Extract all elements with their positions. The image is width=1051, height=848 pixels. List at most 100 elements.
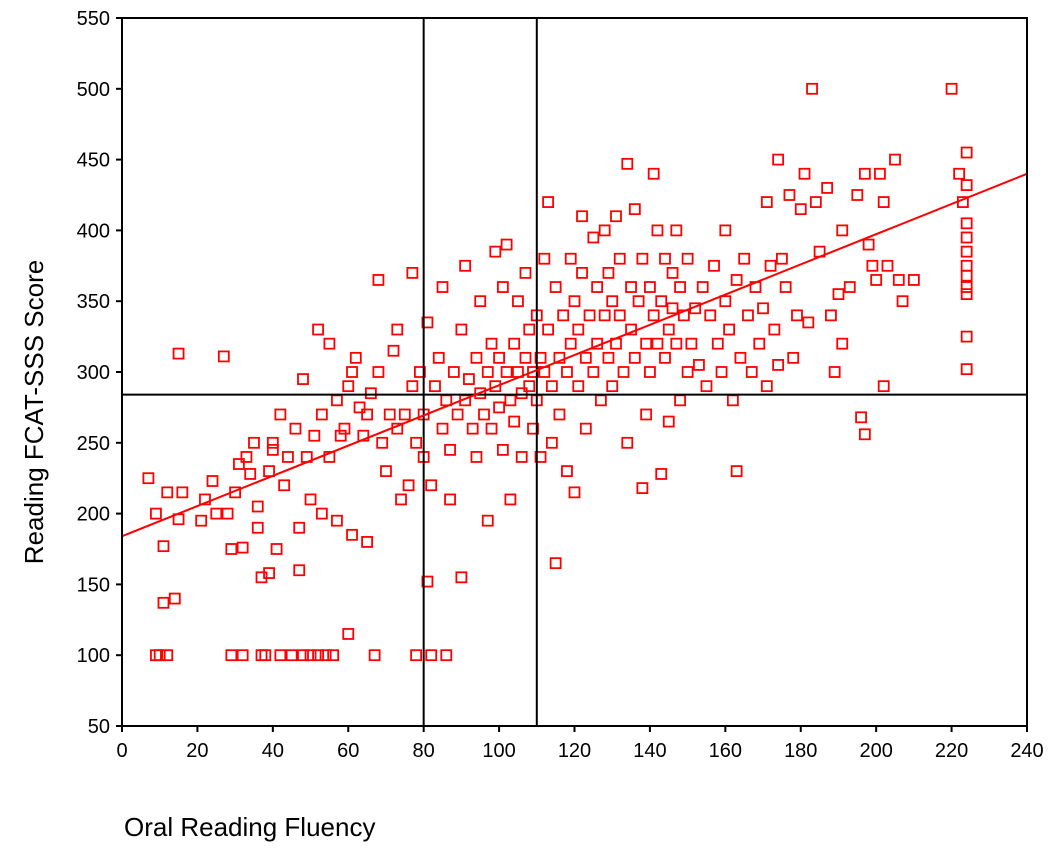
data-point [775, 252, 788, 265]
data-point [232, 458, 245, 470]
data-point [892, 274, 905, 286]
x-tick-label: 140 [633, 740, 666, 762]
y-tick-label: 500 [77, 79, 110, 101]
data-point [742, 309, 754, 322]
data-point [881, 259, 894, 272]
data-point [274, 649, 287, 662]
data-point [960, 330, 973, 343]
data-point [542, 323, 555, 336]
data-point [372, 366, 385, 378]
data-point [176, 486, 189, 499]
data-point [791, 309, 803, 322]
data-point [496, 443, 509, 456]
data-point [519, 266, 532, 279]
data-point [674, 394, 686, 407]
data-point [206, 475, 219, 487]
y-tick-label: 400 [77, 220, 110, 242]
data-point [349, 351, 362, 364]
data-point [357, 429, 370, 442]
data-point [308, 429, 321, 442]
data-point [768, 323, 781, 336]
data-point [760, 196, 773, 208]
data-point [485, 337, 498, 350]
data-point [493, 401, 505, 414]
data-point [591, 281, 604, 293]
data-point [297, 373, 309, 385]
data-point [500, 238, 513, 251]
data-point [432, 351, 445, 364]
data-point [960, 146, 973, 159]
data-point [787, 351, 800, 364]
data-point [598, 224, 611, 237]
data-point [315, 507, 328, 520]
x-tick-label: 120 [558, 740, 591, 762]
data-point [451, 408, 464, 421]
data-point [794, 203, 807, 216]
data-point [783, 189, 796, 201]
data-point [809, 196, 822, 208]
plot-frame [121, 17, 1028, 727]
data-point [779, 281, 792, 293]
y-tick-label: 100 [77, 645, 110, 667]
data-point [730, 465, 743, 478]
data-point [651, 337, 664, 350]
reference-lines [122, 18, 1027, 726]
data-point [659, 252, 671, 265]
data-point [636, 252, 649, 265]
data-point [745, 366, 758, 378]
data-point [425, 649, 438, 662]
data-point [496, 281, 509, 293]
data-point [719, 224, 732, 237]
data-point [542, 196, 555, 208]
data-point [470, 351, 483, 364]
data-point [463, 373, 475, 385]
data-point [700, 380, 713, 393]
data-point [960, 231, 973, 244]
data-point [142, 472, 155, 485]
data-point [828, 366, 841, 378]
data-point [406, 266, 419, 279]
data-point [704, 309, 717, 322]
data-point [655, 295, 668, 308]
data-point [455, 323, 468, 336]
data-point [150, 507, 162, 520]
y-tick-label: 350 [77, 291, 110, 313]
x-tick-label: 60 [337, 740, 359, 762]
data-point [681, 366, 694, 378]
y-tick-label: 50 [88, 716, 110, 738]
data-point [561, 465, 573, 478]
data-point [293, 521, 306, 534]
data-point [161, 649, 174, 662]
data-point [553, 351, 566, 364]
x-tick-label: 180 [784, 740, 817, 762]
data-point [372, 274, 385, 286]
data-point [806, 82, 818, 95]
y-tick-labels: 50 100 150 200 250 300 350 400 450 500 550 [77, 8, 110, 738]
data-point [545, 436, 558, 449]
x-tick-label: 40 [262, 740, 284, 762]
data-point [753, 337, 766, 350]
data-point [538, 252, 551, 265]
data-point [368, 649, 381, 662]
data-point [644, 366, 656, 378]
data-point [421, 316, 434, 329]
data-point [312, 323, 324, 336]
data-point [628, 203, 641, 216]
data-point [481, 514, 494, 527]
y-axis-label: Reading FCAT-SSS Score [19, 260, 49, 564]
data-point [380, 465, 392, 478]
data-point [478, 408, 490, 421]
data-point [323, 451, 336, 463]
data-point [500, 366, 513, 378]
data-point [647, 309, 660, 322]
data-point [259, 649, 272, 662]
data-point [304, 493, 317, 506]
data-point [557, 309, 570, 322]
data-point [561, 366, 573, 378]
x-tick-label: 160 [709, 740, 742, 762]
data-point [670, 224, 683, 237]
x-tick-label: 220 [935, 740, 968, 762]
x-tick-label: 80 [413, 740, 435, 762]
data-point [945, 82, 958, 95]
